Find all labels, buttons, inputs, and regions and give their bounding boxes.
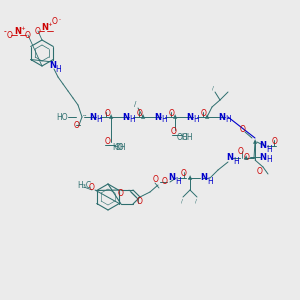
Text: O: O <box>89 184 95 193</box>
Text: N: N <box>218 112 226 122</box>
Text: O: O <box>7 31 13 40</box>
Text: HO: HO <box>112 143 124 152</box>
Text: H: H <box>96 116 102 124</box>
Text: N: N <box>122 112 130 122</box>
Text: -: - <box>4 28 6 37</box>
Text: /: / <box>181 199 183 203</box>
Text: O: O <box>162 178 168 187</box>
Text: ▲: ▲ <box>141 115 145 119</box>
Text: O: O <box>153 176 159 184</box>
Text: H: H <box>55 64 61 74</box>
Text: H: H <box>193 116 199 124</box>
Text: O: O <box>240 125 246 134</box>
Text: OH: OH <box>176 134 188 142</box>
Text: N: N <box>154 112 161 122</box>
Text: ▲: ▲ <box>188 176 192 181</box>
Text: OH: OH <box>181 134 193 142</box>
Text: O: O <box>171 128 177 136</box>
Text: N: N <box>50 61 56 70</box>
Text: ▲: ▲ <box>109 115 113 119</box>
Text: N: N <box>200 173 208 182</box>
Text: O: O <box>181 169 187 178</box>
Text: O: O <box>272 137 278 146</box>
Text: H: H <box>233 157 239 166</box>
Text: O: O <box>238 148 244 157</box>
Text: O: O <box>244 152 250 161</box>
Text: O: O <box>118 188 124 197</box>
Text: ▲: ▲ <box>253 140 257 145</box>
Text: N: N <box>187 112 194 122</box>
Text: O: O <box>105 109 111 118</box>
Text: N: N <box>169 173 176 182</box>
Text: H: H <box>129 116 135 124</box>
Text: N: N <box>260 152 266 161</box>
Text: +: + <box>48 22 52 26</box>
Text: /: / <box>195 199 197 203</box>
Text: N: N <box>89 112 97 122</box>
Text: /: / <box>134 101 136 107</box>
Text: H: H <box>225 116 231 124</box>
Text: O: O <box>25 31 31 40</box>
Text: ▲: ▲ <box>244 155 248 160</box>
Text: N: N <box>260 142 266 151</box>
Text: O: O <box>35 26 41 35</box>
Text: HO: HO <box>56 112 68 122</box>
Text: O: O <box>257 167 263 176</box>
Text: /: / <box>212 85 214 91</box>
Text: H: H <box>266 145 272 154</box>
Text: N: N <box>14 26 22 35</box>
Text: H: H <box>266 155 272 164</box>
Text: ▲: ▲ <box>173 115 177 119</box>
Text: ╌: ╌ <box>82 115 85 119</box>
Text: O: O <box>169 109 175 118</box>
Text: N: N <box>226 154 233 163</box>
Text: ▲: ▲ <box>205 115 209 119</box>
Text: OH: OH <box>114 143 126 152</box>
Text: O: O <box>52 17 58 26</box>
Text: +: + <box>21 26 26 31</box>
Text: H: H <box>207 176 213 185</box>
Text: H₃C: H₃C <box>77 181 91 190</box>
Text: O: O <box>137 196 143 206</box>
Text: N: N <box>41 22 49 32</box>
Text: -: - <box>59 17 61 22</box>
Text: O: O <box>74 122 80 130</box>
Text: O: O <box>201 109 207 118</box>
Text: O: O <box>105 137 111 146</box>
Text: H: H <box>175 176 181 185</box>
Text: O: O <box>137 109 143 118</box>
Text: H: H <box>161 116 167 124</box>
